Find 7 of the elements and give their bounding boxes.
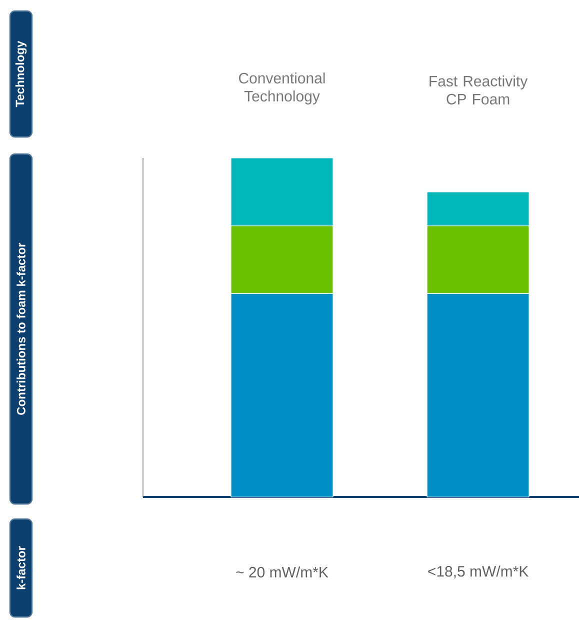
text: Technology bbox=[15, 40, 27, 108]
text: k-factor bbox=[16, 546, 26, 590]
text: Contributions to foam k-factor bbox=[16, 242, 26, 415]
text: <18,5 mW/m*K bbox=[428, 566, 528, 578]
x-tick-label: Conventional Technology bbox=[238, 72, 325, 104]
x-tick-label: Fast Reactivity CP Foam bbox=[430, 75, 528, 104]
text: ~ 20 mW/m*K bbox=[236, 566, 328, 578]
